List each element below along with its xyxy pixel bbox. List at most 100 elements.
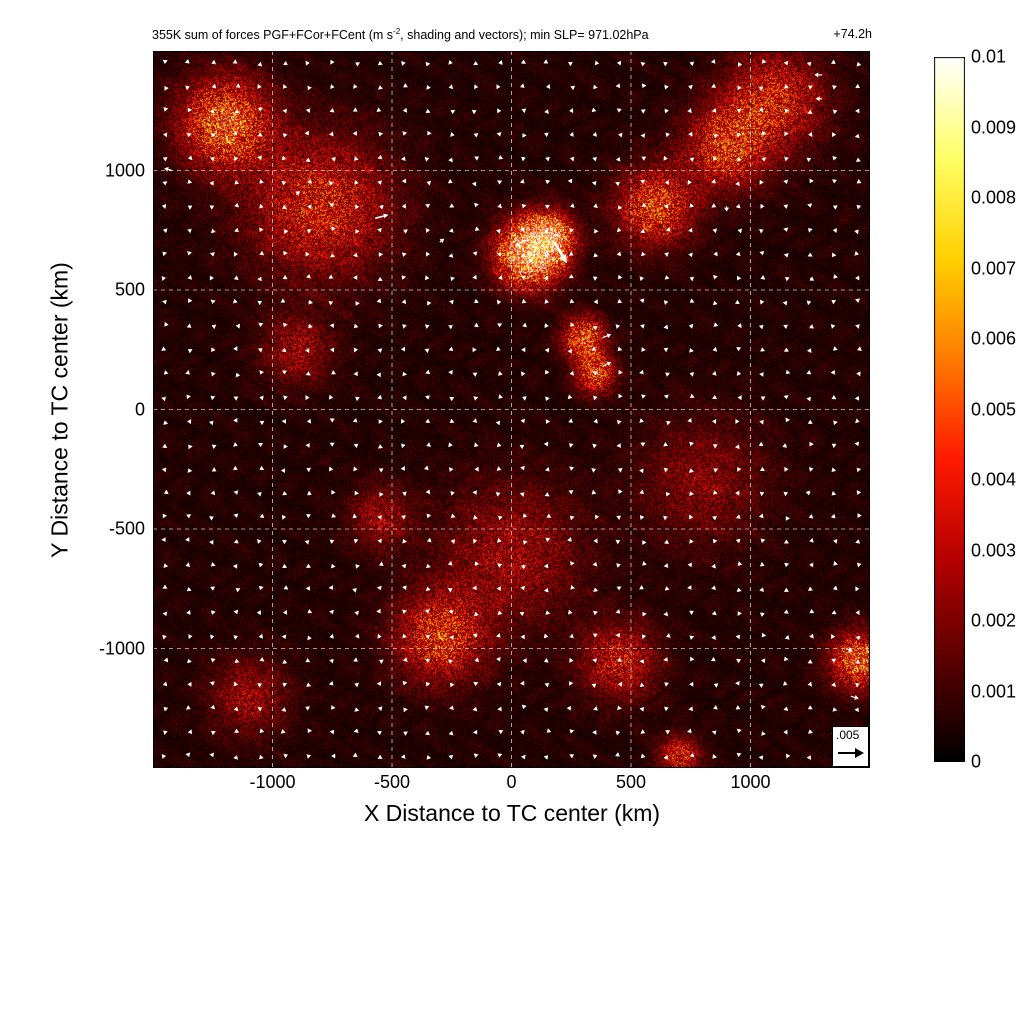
force-vector-head [665,372,670,377]
force-vector-head [259,513,265,519]
force-vector-head [737,228,743,234]
force-vector-head [569,370,574,376]
force-vector-head [615,83,620,89]
force-vector-head [401,299,407,305]
force-vector-head [783,609,789,614]
force-vector-head [570,85,575,91]
force-vector-head [689,298,695,303]
force-vector-head [855,83,860,89]
force-vector-head [424,705,430,711]
force-vector-strong [167,168,173,172]
force-vector-head [163,730,168,736]
force-vector-head [352,418,358,423]
force-vector-head [808,513,814,519]
force-vector-head [329,609,334,615]
force-vector-head [833,561,838,566]
force-vector-head [783,706,789,711]
force-vector-head [280,728,286,734]
force-vector-head [378,323,383,329]
force-vector-head [450,276,455,282]
force-vector-head [593,228,599,234]
reference-vector-box: .005 [832,726,869,767]
force-vector-head [307,178,313,184]
force-vector-strong-head [854,695,859,700]
force-vector-head [234,179,240,185]
force-vector-head [329,323,335,329]
force-vector-head [689,276,695,282]
force-vector-head [856,467,862,473]
force-vector-head [377,394,382,400]
force-vector-strong-head [383,213,389,219]
force-vector-strong [518,239,527,245]
force-vector-head [568,609,573,615]
force-vector-head [450,513,456,518]
force-vector-head [805,490,811,496]
x-tick-label: -1000 [249,772,296,792]
force-vector-head [425,681,431,687]
force-vector-head [307,490,312,496]
chart-title: 355K sum of forces PGF+FCor+FCent (m s-2… [152,27,649,43]
force-vector-head [162,299,167,305]
force-vector-head [544,298,549,304]
force-vector-head [306,418,312,424]
force-vector-head [521,203,527,209]
force-vector-head [520,59,526,64]
force-vector-head [735,490,740,496]
force-vector-head [615,157,621,162]
force-vector-head [305,395,310,401]
force-vector-head [783,539,789,544]
force-vector-head [473,514,478,520]
force-vector-head [259,656,265,662]
force-vector-head [473,396,479,401]
force-vector-head [210,610,216,615]
force-vector-head [355,62,361,67]
force-vector-head [567,348,572,354]
force-vector-head [472,490,477,495]
force-vector-head [857,346,862,351]
force-vector-head [402,491,407,497]
force-vector-head [737,395,742,401]
force-vector-head [305,251,310,257]
heatmap-field [153,51,870,768]
force-vector-head [568,418,573,423]
force-vector-head [591,107,597,113]
force-vector-head [809,324,814,329]
force-vector-head [377,276,383,282]
force-vector-head [735,418,740,424]
force-vector-head [403,83,408,88]
force-vector-head [425,275,430,281]
force-vector-head [519,444,525,450]
force-vector-head [187,658,192,664]
force-vector-head [426,537,432,543]
force-vector-head [688,323,694,329]
force-vector-head [186,394,191,400]
force-vector-head [784,156,789,162]
force-vector-head [281,634,287,640]
force-vector-head [592,131,597,137]
force-vector-head [639,659,644,664]
force-vector-head [759,561,765,567]
force-vector-head [234,109,240,114]
force-vector-head [281,707,287,712]
force-vector-head [832,252,837,258]
force-vector-head [233,275,239,280]
force-vector-head [857,513,862,518]
force-vector-head [543,658,549,663]
force-vector-head [784,131,789,137]
force-vector-head [735,705,741,710]
force-vector-head [496,538,502,543]
force-vector-head [784,635,790,640]
force-vector-head [425,369,431,375]
force-vector-head [640,133,646,139]
force-vector-head [688,706,693,712]
force-vector-head [808,466,814,472]
force-vector-head [257,107,263,112]
force-vector-head [233,706,239,712]
force-vector-strong [530,253,536,261]
force-vector-head [426,180,432,186]
x-tick-label: -500 [373,772,411,792]
force-vector-head [234,203,239,208]
force-vector-head [593,418,598,424]
force-vector-head [376,298,382,304]
colorbar-tick-label: 0 [971,751,982,772]
